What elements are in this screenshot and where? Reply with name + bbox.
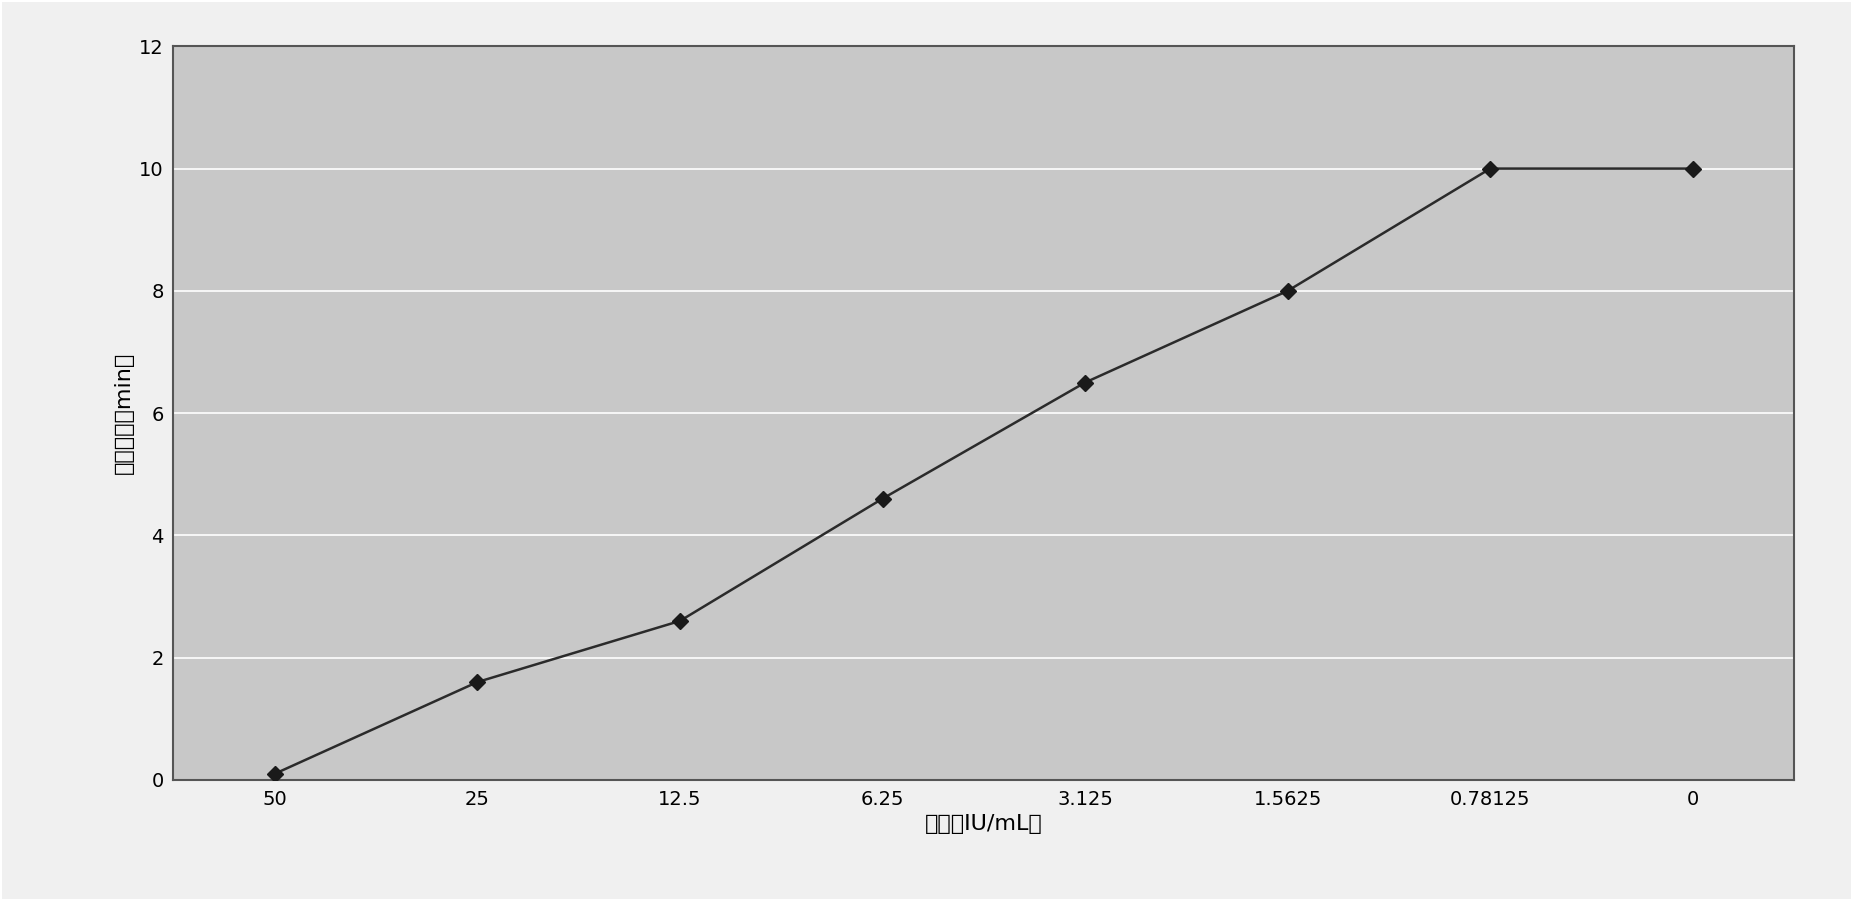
X-axis label: 浓度（IU/mL）: 浓度（IU/mL） <box>924 814 1043 834</box>
Y-axis label: 褂色时间（min）: 褂色时间（min） <box>113 352 133 474</box>
